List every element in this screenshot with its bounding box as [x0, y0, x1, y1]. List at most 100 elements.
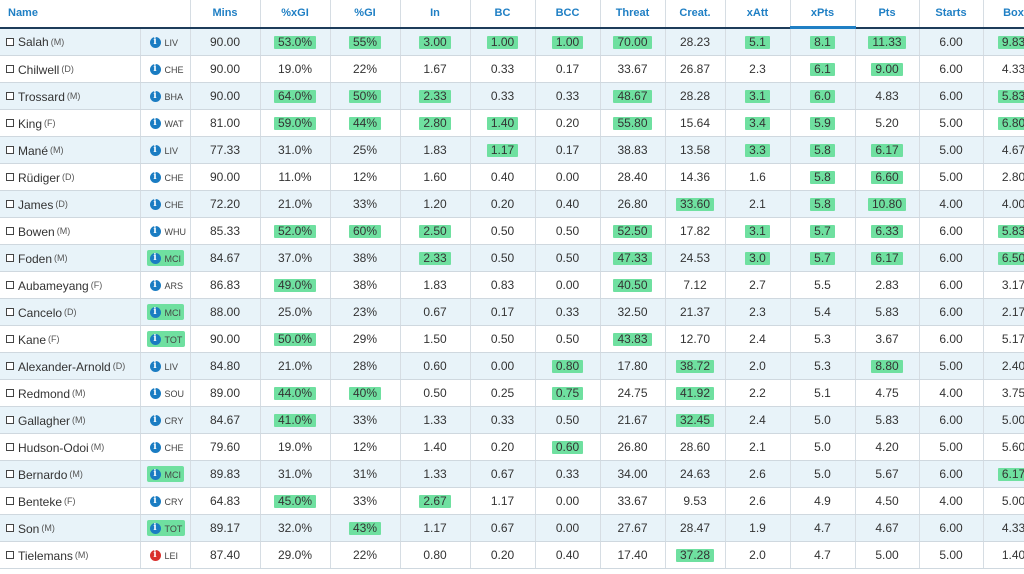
- compare-checkbox[interactable]: [6, 362, 14, 371]
- info-icon[interactable]: i: [149, 496, 161, 508]
- info-icon[interactable]: i: [149, 64, 161, 76]
- value-creat: 28.47: [679, 521, 711, 535]
- column-header-xatt[interactable]: xAtt: [725, 0, 791, 29]
- column-header-bcc[interactable]: BCC: [535, 0, 601, 29]
- table-row[interactable]: Alexander-Arnold (D) i LIV 84.80 21.0% 28% 0.60…: [0, 352, 1024, 380]
- compare-checkbox[interactable]: [6, 119, 14, 128]
- column-header-pts[interactable]: Pts: [855, 0, 920, 29]
- table-row[interactable]: Tielemans (M) i LEI 87.40 29.0% 22% 0.80 0.20 0.4…: [0, 541, 1024, 569]
- table-row[interactable]: Bernardo (M) i MCI 89.83 31.0% 31% 1.33 0.67 0.33…: [0, 460, 1024, 488]
- info-icon[interactable]: i: [149, 334, 161, 346]
- player-name[interactable]: Redmond: [18, 386, 71, 401]
- compare-checkbox[interactable]: [6, 65, 14, 74]
- player-name[interactable]: James: [18, 197, 54, 212]
- player-name[interactable]: Bowen: [18, 224, 55, 239]
- player-name[interactable]: Gallagher: [18, 413, 71, 428]
- info-icon[interactable]: i: [149, 388, 161, 400]
- table-row[interactable]: Salah (M) i LIV 90.00 53.0% 55% 3.00 1.00 1.00 70.…: [0, 27, 1024, 56]
- table-row[interactable]: Aubameyang (F) i ARS 86.83 49.0% 38% 1.83 0.83 0.…: [0, 271, 1024, 299]
- player-name[interactable]: Aubameyang: [18, 278, 89, 293]
- column-header-xgi-pct[interactable]: %xGI: [260, 0, 331, 29]
- cell-gi-pct: 33%: [330, 190, 401, 218]
- table-row[interactable]: Cancelo (D) i MCI 88.00 25.0% 23% 0.67 0.17 0.33 3…: [0, 298, 1024, 326]
- table-row[interactable]: King (F) i WAT 81.00 59.0% 44% 2.80 1.40 0.20 55.8…: [0, 109, 1024, 137]
- compare-checkbox[interactable]: [6, 416, 14, 425]
- info-icon[interactable]: i: [149, 280, 161, 292]
- column-header-creat[interactable]: Creat.: [665, 0, 726, 29]
- column-header-threat[interactable]: Threat: [600, 0, 666, 29]
- info-icon[interactable]: i: [149, 361, 161, 373]
- compare-checkbox[interactable]: [6, 389, 14, 398]
- column-header-starts[interactable]: Starts: [919, 0, 984, 29]
- info-icon[interactable]: i: [149, 199, 161, 211]
- player-name[interactable]: Salah: [18, 35, 49, 50]
- compare-checkbox[interactable]: [6, 497, 14, 506]
- table-row[interactable]: Hudson-Odoi (M) i CHE 79.60 19.0% 12% 1.40 0.20 0…: [0, 433, 1024, 461]
- value-threat: 34.00: [617, 467, 648, 481]
- compare-checkbox[interactable]: [6, 470, 14, 479]
- table-row[interactable]: Gallagher (M) i CRY 84.67 41.0% 33% 1.33 0.33 0.5…: [0, 406, 1024, 434]
- compare-checkbox[interactable]: [6, 227, 14, 236]
- info-icon[interactable]: i: [149, 118, 161, 130]
- cell-box: 9.83: [983, 27, 1024, 56]
- player-name[interactable]: Son: [18, 521, 40, 536]
- table-row[interactable]: Bowen (M) i WHU 85.33 52.0% 60% 2.50 0.50 0.50 52.…: [0, 217, 1024, 245]
- column-header-mins[interactable]: Mins: [190, 0, 261, 29]
- info-icon[interactable]: i: [149, 415, 161, 427]
- table-row[interactable]: Trossard (M) i BHA 90.00 64.0% 50% 2.33 0.33 0.33…: [0, 82, 1024, 110]
- table-row[interactable]: Kane (F) i TOT 90.00 50.0% 29% 1.50 0.50 0.50 43.8…: [0, 325, 1024, 353]
- player-name[interactable]: Chilwell: [18, 62, 60, 77]
- info-icon[interactable]: i: [149, 37, 161, 49]
- column-header-in[interactable]: In: [400, 0, 471, 29]
- info-icon[interactable]: i: [149, 91, 161, 103]
- compare-checkbox[interactable]: [6, 551, 14, 560]
- player-name[interactable]: Rüdiger: [18, 170, 61, 185]
- player-name[interactable]: Tielemans: [18, 548, 73, 563]
- info-icon[interactable]: i: [149, 172, 161, 184]
- player-name[interactable]: Hudson-Odoi: [18, 440, 89, 455]
- player-name[interactable]: King: [18, 116, 43, 131]
- info-icon[interactable]: i: [149, 550, 161, 562]
- info-icon[interactable]: i: [149, 226, 161, 238]
- info-icon[interactable]: i: [149, 145, 161, 157]
- compare-checkbox[interactable]: [6, 308, 14, 317]
- compare-checkbox[interactable]: [6, 200, 14, 209]
- info-icon[interactable]: i: [149, 253, 161, 265]
- info-icon[interactable]: i: [149, 469, 161, 481]
- compare-checkbox[interactable]: [6, 443, 14, 452]
- compare-checkbox[interactable]: [6, 146, 14, 155]
- compare-checkbox[interactable]: [6, 38, 14, 47]
- column-header-box[interactable]: Box: [983, 0, 1024, 29]
- player-name[interactable]: Bernardo: [18, 467, 68, 482]
- table-row[interactable]: Son (M) i TOT 89.17 32.0% 43% 1.17 0.67 0.00 27.67…: [0, 514, 1024, 542]
- info-icon[interactable]: i: [149, 307, 161, 319]
- table-row[interactable]: Mané (M) i LIV 77.33 31.0% 25% 1.83 1.17 0.17 38.8…: [0, 136, 1024, 164]
- player-name[interactable]: Foden: [18, 251, 53, 266]
- column-header-name[interactable]: Name: [0, 0, 191, 29]
- info-icon[interactable]: i: [149, 523, 161, 535]
- compare-checkbox[interactable]: [6, 254, 14, 263]
- player-name[interactable]: Mané: [18, 143, 49, 158]
- compare-checkbox[interactable]: [6, 335, 14, 344]
- player-name[interactable]: Trossard: [18, 89, 65, 104]
- table-row[interactable]: Chilwell (D) i CHE 90.00 19.0% 22% 1.67 0.33 0.17…: [0, 55, 1024, 83]
- compare-checkbox[interactable]: [6, 281, 14, 290]
- table-row[interactable]: Foden (M) i MCI 84.67 37.0% 38% 2.33 0.50 0.50 47.…: [0, 244, 1024, 272]
- column-header-gi-pct[interactable]: %GI: [330, 0, 401, 29]
- player-name[interactable]: Cancelo: [18, 305, 63, 320]
- player-name[interactable]: Alexander-Arnold: [18, 359, 111, 374]
- table-row[interactable]: Rüdiger (D) i CHE 90.00 11.0% 12% 1.60 0.40 0.00 2…: [0, 163, 1024, 191]
- player-name[interactable]: Kane: [18, 332, 47, 347]
- column-header-xpts[interactable]: xPts: [790, 0, 856, 29]
- value-xgi-pct: 25.0%: [277, 305, 313, 319]
- compare-checkbox[interactable]: [6, 173, 14, 182]
- table-row[interactable]: Redmond (M) i SOU 89.00 44.0% 40% 0.50 0.25 0.75 2…: [0, 379, 1024, 407]
- compare-checkbox[interactable]: [6, 524, 14, 533]
- info-icon[interactable]: i: [149, 442, 161, 454]
- cell-gi-pct: 33%: [330, 406, 401, 434]
- player-name[interactable]: Benteke: [18, 494, 63, 509]
- column-header-bc[interactable]: BC: [470, 0, 536, 29]
- table-row[interactable]: Benteke (F) i CRY 64.83 45.0% 33% 2.67 1.17 0.00 3…: [0, 487, 1024, 515]
- compare-checkbox[interactable]: [6, 92, 14, 101]
- table-row[interactable]: James (D) i CHE 72.20 21.0% 33% 1.20 0.20 0.40 26.…: [0, 190, 1024, 218]
